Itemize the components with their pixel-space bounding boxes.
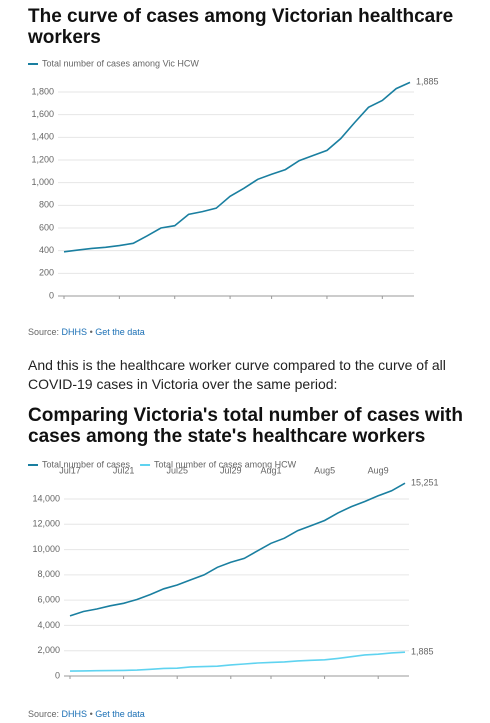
series-line (69, 482, 406, 617)
y-tick-label: 600 (39, 222, 54, 232)
chart-title: The curve of cases among Victorian healt… (28, 6, 454, 48)
chart: Total number of cases Total number of cas… (28, 459, 439, 680)
y-tick-label: 14,000 (32, 493, 60, 503)
y-tick-label: 0 (55, 670, 60, 680)
y-tick-label: 0 (49, 290, 54, 300)
y-tick-label: 12,000 (32, 519, 60, 529)
source-link[interactable]: Get the data (95, 327, 145, 337)
chart-title: Comparing Victoria's total number of cas… (28, 405, 463, 447)
y-tick-label: 1,000 (31, 177, 54, 187)
value-label: 1,885 (411, 647, 434, 657)
source-text: Source: (28, 327, 60, 337)
legend-label: Total number of cases among HCW (154, 459, 297, 469)
series-line (63, 81, 411, 253)
source-link[interactable]: DHHS (61, 327, 88, 337)
y-tick-label: 8,000 (37, 569, 60, 579)
source-link[interactable]: DHHS (61, 709, 88, 719)
source-link[interactable]: Get the data (95, 709, 145, 719)
source-text: • (89, 327, 93, 337)
source: Source: DHHS • Get the data (28, 327, 145, 337)
x-tick-label: Jul29 (220, 465, 242, 475)
y-tick-label: 200 (39, 268, 54, 278)
source-text: Source: (28, 709, 60, 719)
x-tick-label: Jul25 (166, 465, 188, 475)
x-tick-label: Aug5 (314, 465, 335, 475)
y-tick-label: 2,000 (37, 645, 60, 655)
value-label: 1,885 (416, 77, 439, 87)
y-tick-label: 400 (39, 245, 54, 255)
x-tick-label: Aug1 (260, 465, 281, 475)
y-tick-label: 10,000 (32, 544, 60, 554)
y-tick-label: 4,000 (37, 620, 60, 630)
y-tick-label: 1,600 (31, 109, 54, 119)
y-tick-label: 800 (39, 200, 54, 210)
x-tick-label: Jul17 (59, 465, 81, 475)
x-tick-label: Jul21 (113, 465, 135, 475)
value-label: 15,251 (411, 478, 439, 488)
legend-label: Total number of cases (42, 459, 131, 469)
legend-label: Total number of cases among Vic HCW (42, 58, 199, 68)
source-text: • (89, 709, 93, 719)
source: Source: DHHS • Get the data (28, 709, 145, 719)
series-line (69, 651, 406, 672)
y-tick-label: 1,800 (31, 86, 54, 96)
paragraph: And this is the healthcare worker curve … (28, 357, 446, 392)
y-tick-label: 1,200 (31, 154, 54, 164)
x-tick-label: Aug9 (368, 465, 389, 475)
chart: Total number of cases among Vic HCW 0 200 4… (28, 58, 439, 300)
y-tick-label: 6,000 (37, 595, 60, 605)
y-tick-label: 1,400 (31, 132, 54, 142)
